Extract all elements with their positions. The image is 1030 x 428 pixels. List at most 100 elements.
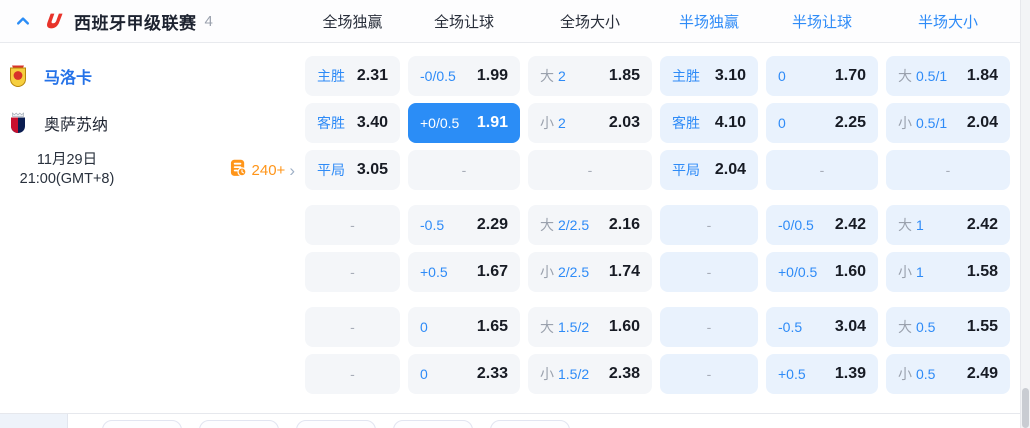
bottom-tab[interactable]: [296, 420, 376, 428]
odds-cell-overunder[interactable]: 大 2/2.5 2.16: [528, 205, 652, 245]
selection-label: 客胜: [317, 115, 345, 131]
column-header-ft-1x2: 全场独赢: [322, 13, 383, 31]
over-under-line: 1.5/2: [558, 319, 590, 335]
odds-cell-overunder[interactable]: 小 1.5/2 2.38: [528, 354, 652, 394]
chevron-right-icon: ›: [289, 160, 295, 180]
scrollbar-thumb[interactable]: [1022, 388, 1029, 428]
away-team-crest-icon: [8, 111, 28, 135]
handicap-line: +0.5: [778, 366, 806, 382]
odds-cell-handicap[interactable]: -0.5 2.29: [408, 205, 520, 245]
odds-cell-empty: -: [305, 205, 400, 245]
odds-value: 4.10: [714, 114, 746, 131]
bottom-tab[interactable]: [393, 420, 473, 428]
odds-row: - +0.5 1.67 小 2/2.5 1.74- +0/0.5 1.60 小 1 1.58: [0, 252, 1030, 292]
odds-value: 1.85: [608, 67, 640, 84]
odds-value: 2.29: [476, 216, 508, 233]
match-info-column: [0, 354, 297, 394]
odds-cell-overunder[interactable]: 小 1 1.58: [886, 252, 1010, 292]
home-team-row[interactable]: 马洛卡: [8, 64, 92, 88]
more-markets-count: 240+: [251, 161, 286, 179]
column-header-ft-ou: 全场大小: [559, 13, 620, 31]
over-under-line: 2: [558, 115, 566, 131]
odds-cell-1x2[interactable]: 平局 2.04: [660, 150, 758, 190]
over-under-prefix: 大: [898, 68, 912, 84]
over-under-line: 0.5: [916, 366, 936, 382]
odds-cell-1x2[interactable]: 客胜 3.40: [305, 103, 400, 143]
over-under-line: 1: [916, 217, 924, 233]
odds-cell-handicap[interactable]: +0/0.5 1.60: [766, 252, 878, 292]
odds-cell-1x2[interactable]: 平局 3.05: [305, 150, 400, 190]
odds-value: 2.49: [966, 365, 998, 382]
odds-table: 马洛卡 主胜 2.31 -0/0.5 1.99 大 2 1.85 主胜 3.10 0 1.70 大 0.5…: [0, 43, 1030, 394]
odds-cell-handicap[interactable]: +0.5 1.39: [766, 354, 878, 394]
odds-value: 2.33: [476, 365, 508, 382]
odds-cell-overunder[interactable]: 大 0.5 1.55: [886, 307, 1010, 347]
away-team-row[interactable]: 奥萨苏纳: [8, 111, 108, 135]
odds-cell-handicap[interactable]: +0/0.5 1.91: [408, 103, 520, 143]
odds-cell-overunder[interactable]: 大 1.5/2 1.60: [528, 307, 652, 347]
odds-cell-handicap[interactable]: -0.5 3.04: [766, 307, 878, 347]
odds-cell-overunder[interactable]: 大 0.5/1 1.84: [886, 56, 1010, 96]
over-under-line: 0.5/1: [916, 115, 948, 131]
odds-cell-handicap[interactable]: 0 2.25: [766, 103, 878, 143]
odds-value: 1.39: [834, 365, 866, 382]
odds-value: 2.42: [834, 216, 866, 233]
odds-row: -0 2.33 小 1.5/2 2.38- +0.5 1.39 小 0.5 2.49: [0, 354, 1030, 394]
more-markets-link[interactable]: 240+ ›: [230, 159, 295, 182]
match-info-column: 奥萨苏纳: [0, 103, 297, 143]
odds-cell-empty: -: [660, 354, 758, 394]
match-info-column: [0, 252, 297, 292]
odds-cell-1x2[interactable]: 客胜 4.10: [660, 103, 758, 143]
odds-cell-handicap[interactable]: -0/0.5 1.99: [408, 56, 520, 96]
handicap-line: +0.5: [420, 264, 448, 280]
odds-cell-overunder[interactable]: 大 2 1.85: [528, 56, 652, 96]
odds-cell-handicap[interactable]: 0 1.65: [408, 307, 520, 347]
odds-row: 奥萨苏纳 客胜 3.40 +0/0.5 1.91 小 2 2.03 客胜 4.10 0 2.25 小 0.…: [0, 103, 1030, 143]
odds-row: -0 1.65 大 1.5/2 1.60- -0.5 3.04 大 0.5 1.55: [0, 307, 1030, 347]
bottom-tab[interactable]: [102, 420, 182, 428]
column-header-ft-hcp: 全场让球: [433, 13, 494, 31]
selection-label: 主胜: [317, 68, 345, 84]
away-team-name: 奥萨苏纳: [44, 117, 109, 134]
odds-cell-overunder[interactable]: 小 2/2.5 1.74: [528, 252, 652, 292]
over-under-prefix: 大: [540, 68, 554, 84]
scrollbar-track[interactable]: [1020, 0, 1030, 428]
odds-cell-empty: -: [305, 252, 400, 292]
odds-cell-overunder[interactable]: 小 0.5/1 2.04: [886, 103, 1010, 143]
odds-cell-handicap[interactable]: +0.5 1.67: [408, 252, 520, 292]
bottom-tab[interactable]: [199, 420, 279, 428]
over-under-prefix: 小: [540, 264, 554, 280]
collapse-chevron-up-icon[interactable]: [12, 10, 34, 32]
odds-cell-handicap[interactable]: 0 2.33: [408, 354, 520, 394]
over-under-prefix: 大: [898, 319, 912, 335]
home-team-crest-icon: [8, 64, 28, 88]
odds-value: 1.55: [966, 318, 998, 335]
odds-cell-handicap[interactable]: 0 1.70: [766, 56, 878, 96]
bottom-divider: [0, 413, 1021, 414]
odds-cell-empty: -: [660, 307, 758, 347]
handicap-line: -0.5: [420, 217, 445, 233]
odds-value: 3.05: [356, 161, 388, 178]
odds-group: - -0.5 2.29 大 2/2.5 2.16- -0/0.5 2.42 大 1 2.42- +0.…: [0, 205, 1030, 292]
odds-value: 3.40: [356, 114, 388, 131]
odds-cell-1x2[interactable]: 主胜 2.31: [305, 56, 400, 96]
league-title: 西班牙甲级联赛: [74, 13, 197, 33]
odds-row: - -0.5 2.29 大 2/2.5 2.16- -0/0.5 2.42 大 1 2.42: [0, 205, 1030, 245]
odds-cell-handicap[interactable]: -0/0.5 2.42: [766, 205, 878, 245]
over-under-prefix: 小: [898, 115, 912, 131]
over-under-line: 1: [916, 264, 924, 280]
odds-cell-1x2[interactable]: 主胜 3.10: [660, 56, 758, 96]
handicap-line: +0/0.5: [778, 264, 818, 280]
odds-value: 2.25: [834, 114, 866, 131]
selection-label: 客胜: [672, 115, 700, 131]
odds-cell-overunder[interactable]: 小 0.5 2.49: [886, 354, 1010, 394]
odds-cell-overunder[interactable]: 小 2 2.03: [528, 103, 652, 143]
over-under-prefix: 小: [540, 366, 554, 382]
odds-value: 1.58: [966, 263, 998, 280]
handicap-line: +0/0.5: [420, 115, 460, 131]
odds-cell-overunder[interactable]: 大 1 2.42: [886, 205, 1010, 245]
over-under-prefix: 大: [898, 217, 912, 233]
selection-label: 主胜: [672, 68, 700, 84]
league-header: 西班牙甲级联赛 4 全场独赢 全场让球 全场大小 半场独赢 半场让球 半场大小: [0, 0, 1030, 43]
bottom-tab[interactable]: [490, 420, 570, 428]
